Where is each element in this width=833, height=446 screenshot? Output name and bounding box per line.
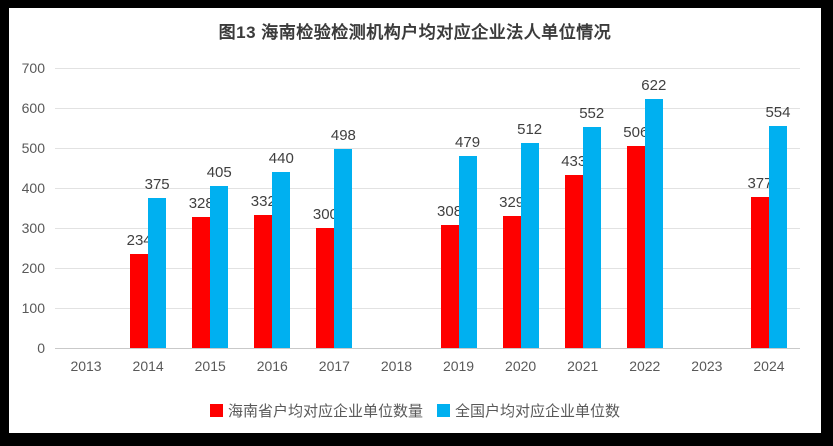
gridline <box>55 187 800 189</box>
bar-national <box>458 156 477 348</box>
gridline <box>55 227 800 229</box>
bar-hainan <box>192 216 211 348</box>
bar-national <box>644 99 663 348</box>
bar-national <box>768 126 787 348</box>
bar-value-label: 375 <box>144 176 170 193</box>
x-axis-line <box>55 347 800 349</box>
bar-hainan <box>440 224 459 348</box>
bar-value-label: 300 <box>312 206 338 223</box>
bar-hainan <box>750 197 769 348</box>
legend-swatch-national-blue <box>437 404 450 417</box>
legend: 海南省户均对应企业单位数量 全国户均对应企业单位数 <box>9 400 821 421</box>
bar-national <box>582 127 601 348</box>
bar-value-label: 433 <box>561 152 587 170</box>
legend-label-hainan: 海南省户均对应企业单位数量 <box>227 403 423 420</box>
legend-entry-national: 全国户均对应企业单位数 <box>437 400 620 421</box>
y-axis-tick-label: 500 <box>21 140 45 156</box>
bar-value-label: 554 <box>765 104 791 122</box>
bar-national <box>210 186 229 348</box>
bar-national <box>334 148 353 348</box>
gridline <box>55 67 800 69</box>
bar-value-label: 329 <box>499 194 525 212</box>
bar-national <box>148 198 167 348</box>
x-axis-tick-label: 2015 <box>194 358 226 374</box>
y-axis-tick-label: 700 <box>21 60 45 76</box>
chart-title: 图13 海南检验检测机构户均对应企业法人单位情况 <box>218 23 612 42</box>
chart-canvas: 图13 海南检验检测机构户均对应企业法人单位情况 海南省户均对应企业单位数量 全… <box>9 8 821 433</box>
bar-value-label: 332 <box>250 193 276 211</box>
x-axis-tick-label: 2022 <box>629 358 661 374</box>
legend-label-national: 全国户均对应企业单位数 <box>455 403 621 420</box>
bar-value-label: 440 <box>268 150 294 167</box>
bar-value-label: 512 <box>517 121 543 139</box>
bar-value-label: 234 <box>126 232 152 250</box>
x-axis-tick-label: 2017 <box>318 358 350 374</box>
gridline <box>55 267 800 269</box>
bar-hainan <box>254 215 273 348</box>
bar-hainan <box>502 216 521 348</box>
x-axis-tick-label: 2019 <box>442 358 475 374</box>
y-axis-tick-label: 300 <box>21 220 45 236</box>
y-axis-tick-label: 600 <box>21 100 45 116</box>
x-axis-tick-label: 2024 <box>753 358 785 374</box>
bar-hainan <box>316 228 335 348</box>
bar-value-label: 377 <box>747 175 773 193</box>
y-axis-tick-label: 0 <box>37 340 45 356</box>
bar-national <box>520 143 539 348</box>
gridline <box>55 107 800 109</box>
bar-value-label: 308 <box>437 202 463 220</box>
x-axis-tick-label: 2016 <box>256 358 288 374</box>
legend-swatch-hainan-red <box>209 404 223 417</box>
x-axis-tick-label: 2018 <box>380 358 413 374</box>
x-axis-tick-label: 2013 <box>70 358 102 374</box>
bar-national <box>272 172 291 348</box>
y-axis-tick-label: 100 <box>21 300 45 316</box>
x-axis-tick-label: 2020 <box>505 358 537 374</box>
gridline <box>55 307 800 309</box>
bar-hainan <box>626 145 645 348</box>
bar-value-label: 328 <box>188 194 214 212</box>
legend-entry-hainan: 海南省户均对应企业单位数量 <box>209 400 423 421</box>
bar-value-label: 405 <box>206 164 232 181</box>
bar-value-label: 552 <box>579 105 605 123</box>
bar-value-label: 498 <box>330 126 356 144</box>
x-axis-tick-label: 2014 <box>132 358 164 374</box>
bar-value-label: 479 <box>455 134 481 152</box>
x-axis-tick-label: 2021 <box>567 358 599 374</box>
gridline <box>55 147 800 149</box>
bar-hainan <box>130 254 149 348</box>
y-axis-tick-label: 400 <box>21 180 45 196</box>
bar-value-label: 506 <box>623 123 649 141</box>
y-axis-tick-label: 200 <box>21 260 45 276</box>
bar-value-label: 622 <box>641 77 667 95</box>
x-axis-tick-label: 2023 <box>691 358 723 374</box>
bar-hainan <box>564 174 583 348</box>
